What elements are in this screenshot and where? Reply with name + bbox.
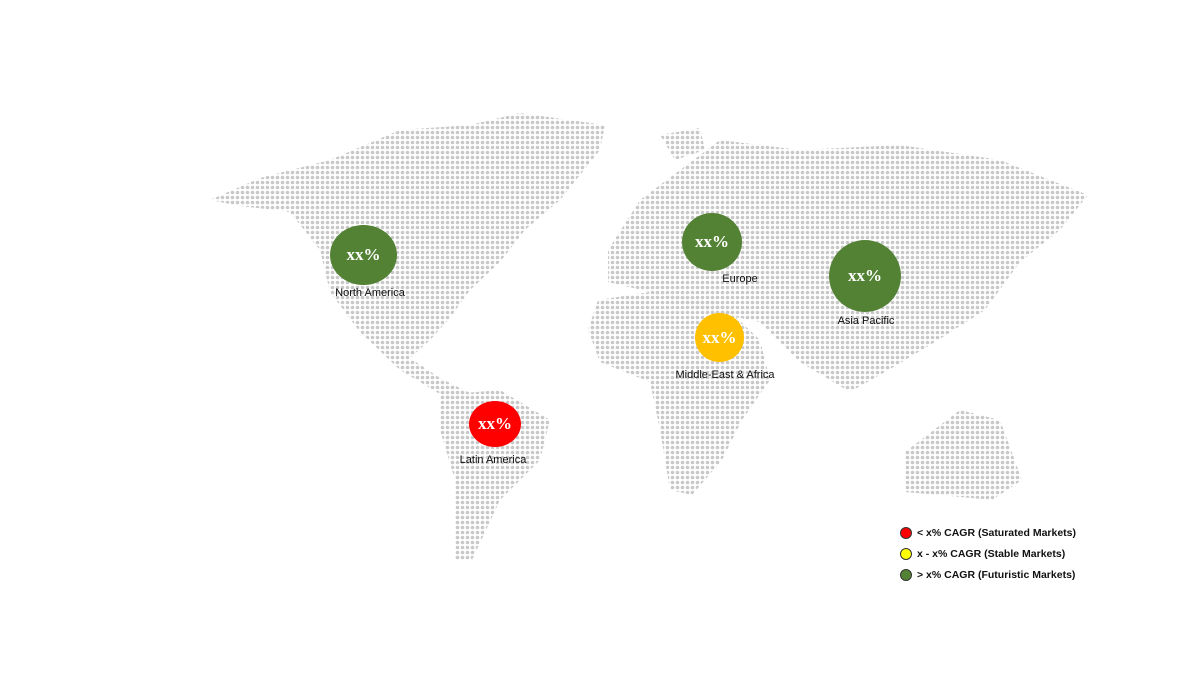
legend-label: > x% CAGR (Futuristic Markets) (917, 568, 1076, 581)
bubble-asia-pacific: xx% (829, 240, 901, 312)
bubble-latin-america: xx% (469, 401, 521, 447)
label-asia-pacific: Asia Pacific (837, 315, 895, 327)
legend-item-stable: x - x% CAGR (Stable Markets) (900, 543, 1076, 564)
legend-item-futuristic: > x% CAGR (Futuristic Markets) (900, 564, 1076, 585)
label-middle-east-africa: Middle-East & Africa (675, 369, 775, 381)
greenland (660, 128, 705, 160)
legend-label: < x% CAGR (Saturated Markets) (917, 526, 1077, 539)
label-latin-america: Latin America (459, 454, 527, 466)
label-north-america: North America (335, 287, 405, 299)
continent-south-america (440, 390, 550, 560)
yellow-dot-icon (900, 547, 912, 560)
continent-australia (905, 410, 1022, 500)
bubble-north-america: xx% (330, 225, 397, 285)
label-europe: Europe (722, 273, 758, 285)
legend-label: x - x% CAGR (Stable Markets) (917, 547, 1066, 560)
continent-north-america (210, 113, 605, 400)
legend-item-saturated: < x% CAGR (Saturated Markets) (900, 522, 1076, 543)
continent-africa (588, 292, 770, 495)
bubble-europe: xx% (682, 213, 742, 271)
green-dot-icon (900, 568, 912, 581)
bubble-middle-east-africa: xx% (695, 313, 744, 362)
legend: < x% CAGR (Saturated Markets) x - x% CAG… (900, 522, 1076, 585)
red-dot-icon (900, 526, 912, 539)
